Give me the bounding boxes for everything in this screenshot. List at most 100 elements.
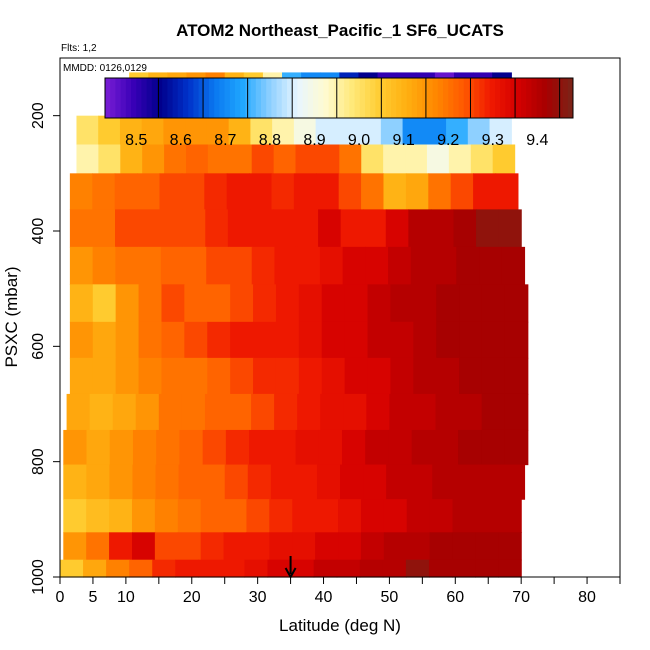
colorbar-swatch [562, 78, 569, 118]
colorbar-swatch [521, 78, 527, 118]
heatmap-cell [186, 144, 209, 174]
colorbar-swatch [276, 78, 283, 118]
colorbar-swatch [510, 78, 517, 118]
colorbar-tick-label: 9.2 [437, 132, 459, 149]
colorbar-swatch [136, 78, 142, 118]
heatmap-cell [428, 559, 453, 578]
heatmap-cell [275, 321, 300, 359]
heatmap-cell [275, 284, 300, 323]
heatmap-cell [448, 144, 472, 174]
heatmap-cell [470, 144, 494, 174]
heatmap-cell [132, 429, 157, 466]
heatmap-cell [338, 532, 362, 561]
heatmap-cell [184, 321, 208, 359]
colorbar-swatch [515, 78, 522, 118]
heatmap-cell [363, 464, 387, 500]
colorbar-swatch [261, 78, 267, 118]
heatmap-cell [207, 144, 231, 174]
heatmap-cell [223, 499, 248, 533]
heatmap-cell [498, 559, 522, 578]
heatmap-cell [367, 357, 391, 395]
heatmap-cell [274, 246, 298, 285]
heatmap-cell [339, 144, 362, 174]
heatmap-cell [429, 499, 454, 533]
heatmap-cell [481, 321, 506, 359]
heatmap-cell [406, 499, 431, 533]
heatmap-cell [115, 357, 140, 395]
heatmap-cell [109, 499, 133, 533]
heatmap-cell [459, 321, 483, 359]
heatmap-cell [481, 357, 506, 395]
heatmap-cell [246, 499, 270, 533]
heatmap-cell [161, 284, 185, 323]
heatmap-cell [321, 321, 346, 359]
colorbar-swatch [313, 78, 319, 118]
heatmap-cell [390, 321, 414, 359]
heatmap-cell [253, 284, 277, 323]
heatmap-cell [86, 464, 111, 500]
heatmap-cell [501, 246, 526, 285]
colorbar-swatch [437, 78, 444, 118]
heatmap-cell [175, 559, 199, 578]
heatmap-cell [386, 464, 410, 500]
heatmap-cell [383, 532, 408, 561]
colorbar-swatch [151, 78, 158, 118]
heatmap-cell [413, 321, 437, 359]
heatmap-cell [152, 559, 176, 578]
colorbar-swatch [250, 78, 257, 118]
heatmap-cell [317, 144, 340, 174]
heatmap-cell [319, 246, 344, 285]
flights-note: Flts: 1,2 [61, 43, 97, 54]
y-tick-label: 200 [30, 102, 47, 129]
heatmap-cell [453, 209, 477, 248]
colorbar-swatch [131, 78, 137, 118]
heatmap-cell [249, 173, 273, 210]
heatmap-cell [412, 393, 437, 431]
colorbar-swatch [318, 78, 324, 118]
heatmap-cell [249, 429, 273, 466]
heatmap-cell [481, 393, 506, 431]
heatmap-cell [228, 115, 251, 146]
heatmap-cell [498, 209, 522, 248]
heatmap-cell [435, 393, 460, 431]
heatmap-cell [86, 499, 110, 533]
heatmap-cell [316, 173, 340, 210]
heatmap-cell [504, 429, 529, 466]
colorbar-tick-label: 9.3 [482, 132, 504, 149]
chart-title: ATOM2 Northeast_Pacific_1 SF6_UCATS [176, 21, 504, 40]
colorbar-swatch [224, 78, 231, 118]
colorbar-swatch [188, 78, 194, 118]
heatmap-cell [251, 393, 275, 431]
heatmap-cell [160, 209, 184, 248]
heatmap-cell [184, 284, 208, 323]
heatmap-cell [344, 321, 369, 359]
heatmap-cell [293, 173, 317, 210]
heatmap-cell [473, 173, 497, 210]
heatmap-cell [138, 284, 163, 323]
heatmap-cell [298, 321, 323, 359]
colorbar-swatch [271, 78, 278, 118]
heatmap-cell [292, 532, 316, 561]
heatmap-cell [295, 209, 319, 248]
colorbar-swatch [422, 78, 428, 118]
heatmap-cell [390, 284, 414, 323]
heatmap-cell [109, 429, 134, 466]
heatmap-cell [182, 209, 206, 248]
heatmap-cell [406, 532, 431, 561]
latitude-marker [284, 556, 297, 580]
heatmap-cell [225, 429, 250, 466]
heatmap-cell [458, 393, 483, 431]
heatmap-cell [92, 284, 117, 323]
colorbar-swatch [391, 78, 397, 118]
heatmap-cell [481, 284, 506, 323]
colorbar-swatch [380, 78, 387, 118]
colorbar-swatch [354, 78, 361, 118]
heatmap-cell [408, 209, 432, 248]
y-tick-label: 800 [30, 448, 47, 475]
heatmap-cell [63, 464, 87, 500]
heatmap-cell [467, 115, 491, 146]
heatmap-cell [275, 357, 300, 395]
heatmap-cell [361, 173, 385, 210]
colorbar-swatch [203, 78, 210, 118]
heatmap-cell [411, 429, 436, 466]
